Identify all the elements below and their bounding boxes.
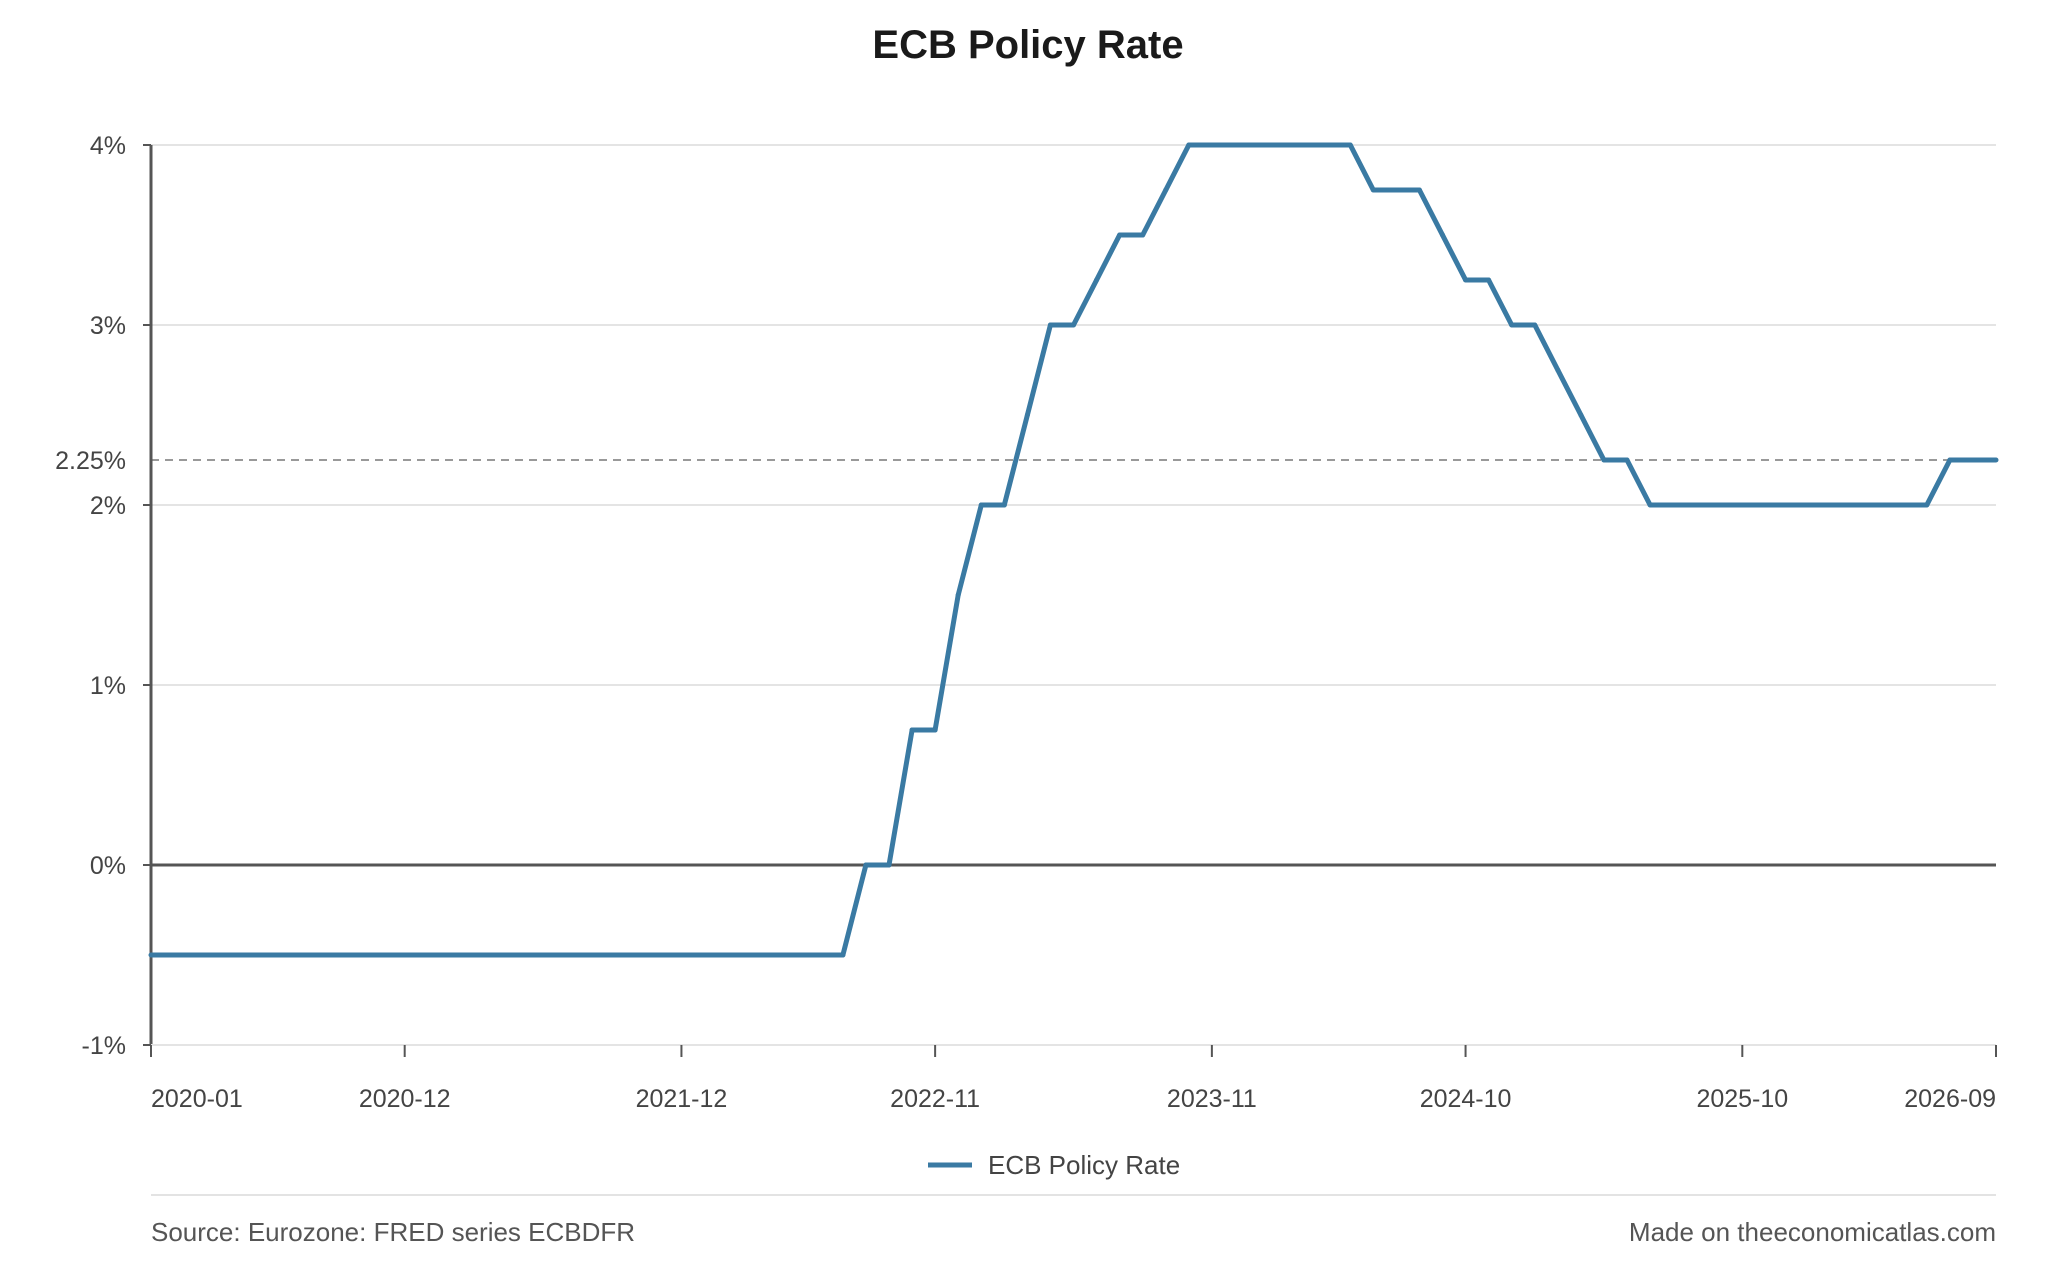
reference-line-label: 2.25% <box>55 447 126 475</box>
data-point <box>978 502 984 508</box>
x-tick-label: 2024-10 <box>1420 1085 1512 1113</box>
legend-label: ECB Policy Rate <box>988 1150 1180 1180</box>
axes <box>143 144 1997 1057</box>
data-point <box>1601 457 1607 463</box>
data-point <box>1047 322 1053 328</box>
x-tick-label: 2021-12 <box>636 1085 728 1113</box>
legend[interactable]: ECB Policy Rate <box>928 1150 1180 1180</box>
data-point <box>1647 502 1653 508</box>
x-tick-label: 2025-10 <box>1696 1085 1788 1113</box>
data-point <box>1463 277 1469 283</box>
data-point <box>932 727 938 733</box>
data-point <box>863 862 869 868</box>
credit-text[interactable]: Made on theeconomicatlas.com <box>1629 1217 1996 1247</box>
data-point <box>1947 457 1953 463</box>
source-text: Source: Eurozone: FRED series ECBDFR <box>151 1217 635 1247</box>
reference-line-group: 2.25% <box>55 447 1996 475</box>
data-point <box>1624 457 1630 463</box>
data-point <box>1186 142 1192 148</box>
data-point <box>886 862 892 868</box>
data-point <box>1024 412 1030 418</box>
x-tick-label: 2022-11 <box>890 1085 980 1113</box>
data-point <box>1440 232 1445 238</box>
x-tick-label: 2023-11 <box>1167 1085 1257 1113</box>
y-tick-label: 3% <box>90 312 126 340</box>
y-tick-label: -1% <box>82 1032 126 1060</box>
data-point <box>1370 187 1376 193</box>
data-point <box>1163 187 1169 193</box>
y-tick-label: 2% <box>90 492 126 520</box>
x-tick-label: 2020-01 <box>151 1085 243 1113</box>
data-point <box>1555 367 1561 373</box>
x-tick-label: 2026-09 <box>1904 1085 1996 1113</box>
data-point <box>909 727 915 733</box>
gridlines <box>151 144 1996 1046</box>
data-point <box>1140 232 1146 238</box>
data-point <box>1993 457 1999 463</box>
y-tick-labels: -1% 0% 1% 2% 3% 4% <box>82 132 126 1060</box>
data-point <box>1001 502 1007 508</box>
data-point <box>1117 232 1123 238</box>
data-point <box>1416 187 1422 193</box>
data-point <box>1924 502 1930 508</box>
data-point <box>1094 277 1100 283</box>
data-point <box>1486 277 1492 283</box>
data-point <box>840 952 846 958</box>
y-tick-label: 4% <box>90 132 126 160</box>
series-line <box>151 142 1996 958</box>
data-point <box>1347 142 1353 148</box>
data-point <box>1578 412 1584 418</box>
data-point <box>1071 322 1076 328</box>
x-tick-label: 2020-12 <box>359 1085 451 1113</box>
data-point <box>1532 322 1538 328</box>
y-tick-label: 0% <box>90 852 126 880</box>
x-tick-labels: 2020-01 2020-12 2021-12 2022-11 2023-11 2024-… <box>151 1085 1996 1113</box>
data-point <box>955 592 961 598</box>
chart-title: ECB Policy Rate <box>872 23 1183 67</box>
data-point <box>1509 322 1515 328</box>
y-tick-label: 1% <box>90 672 126 700</box>
data-point <box>148 952 154 958</box>
series-group <box>148 142 1999 958</box>
